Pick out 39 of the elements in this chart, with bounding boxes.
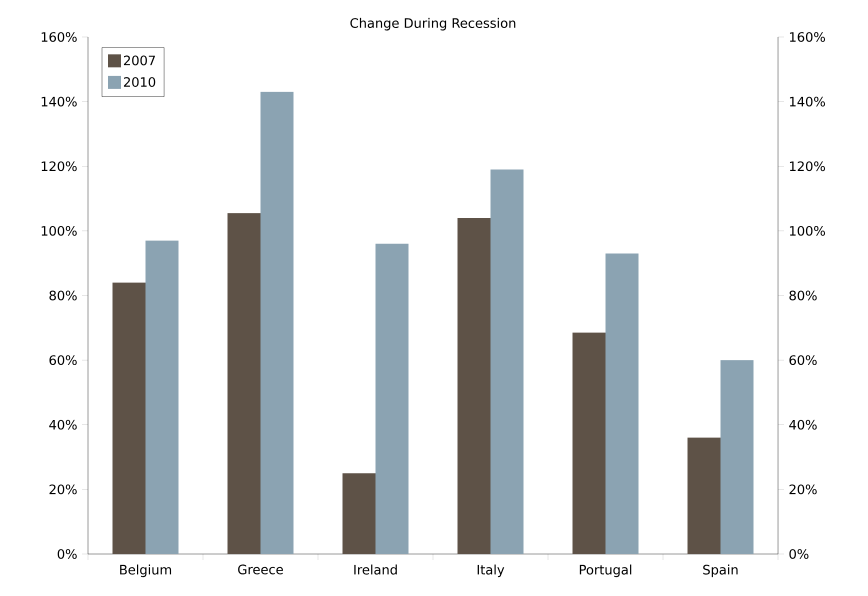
bar (146, 240, 179, 554)
y-tick-label: 0% (58, 549, 77, 559)
bar (260, 92, 294, 554)
bar (572, 332, 606, 554)
y2-tick-label: 140% (790, 96, 825, 107)
bar (342, 473, 376, 554)
x-tick-label: Greece (238, 564, 283, 574)
chart-title: Change During Recession (350, 18, 516, 30)
bar (458, 218, 491, 554)
x-tick-label: Portugal (580, 564, 632, 578)
y2-tick-label: 40% (789, 420, 817, 430)
y-tick-label: 120% (42, 161, 77, 172)
bar (606, 253, 639, 554)
y2-tick-label: 160% (790, 32, 825, 42)
bar (720, 360, 754, 554)
y-tick-label: 20% (50, 484, 77, 494)
bar (688, 438, 721, 554)
y-tick-label: 80% (49, 290, 77, 300)
y-tick-label: 100% (42, 226, 77, 236)
y-tick-label: 140% (42, 96, 77, 107)
legend-label: 2007 (124, 56, 155, 66)
y2-tick-label: 120% (790, 161, 825, 172)
y2-tick-label: 60% (789, 355, 817, 366)
bar (228, 213, 261, 554)
y-tick-label: 60% (49, 355, 77, 366)
x-tick-label: Belgium (120, 564, 172, 578)
x-tick-label: Ireland (354, 564, 397, 575)
bar (376, 244, 409, 554)
bar (490, 169, 524, 554)
x-tick-label: Spain (703, 564, 738, 578)
y2-tick-label: 0% (789, 549, 808, 559)
y2-tick-label: 100% (790, 226, 825, 236)
y-tick-label: 40% (49, 420, 77, 430)
x-tick-label: Italy (478, 564, 504, 578)
y-tick-label: 160% (42, 32, 77, 42)
y2-tick-label: 20% (790, 484, 817, 494)
y2-tick-label: 80% (789, 290, 817, 300)
legend-label: 2010 (124, 77, 156, 87)
bar (112, 282, 146, 554)
